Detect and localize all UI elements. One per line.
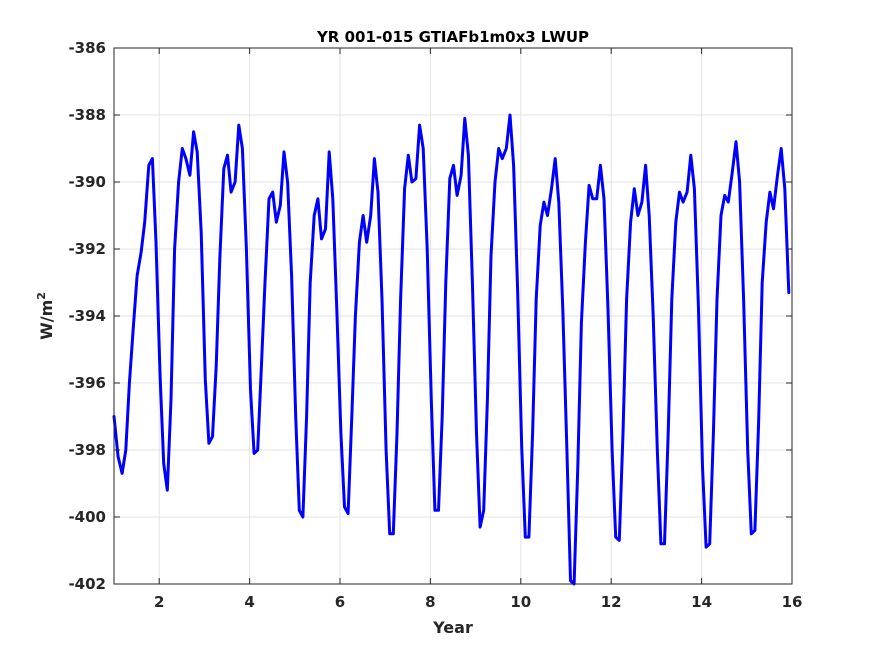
x-tick-label: 10 <box>510 593 531 611</box>
x-tick-label: 2 <box>154 593 164 611</box>
chart-title: YR 001-015 GTIAFb1m0x3 LWUP <box>316 28 589 46</box>
y-axis-title-base: W/m <box>37 300 56 340</box>
y-tick-label: -390 <box>68 173 106 191</box>
x-tick-label: 8 <box>425 593 435 611</box>
data-layer <box>112 113 791 586</box>
y-tick-label: -396 <box>68 374 106 392</box>
y-axis-title-superscript: 2 <box>35 292 48 300</box>
x-tick-label: 4 <box>244 593 254 611</box>
y-tick-label: -402 <box>68 575 106 593</box>
y-tick-label: -394 <box>68 307 106 325</box>
y-tick-label: -386 <box>68 39 106 57</box>
y-tick-label: -388 <box>68 106 106 124</box>
y-tick-label: -400 <box>68 508 106 526</box>
x-tick-label: 14 <box>691 593 712 611</box>
series-line <box>112 113 791 586</box>
y-tick-label: -398 <box>68 441 106 459</box>
y-tick-label: -392 <box>68 240 106 258</box>
axis-ticks: 2 4 6 8 10 12 14 16 -402 -400 -398 -396 -394 -392 -390… <box>68 39 802 611</box>
x-axis-title: Year <box>432 618 473 637</box>
x-tick-label: 16 <box>782 593 803 611</box>
x-tick-label: 6 <box>335 593 345 611</box>
y-axis-title: W/m2 <box>35 292 56 340</box>
x-tick-label: 12 <box>601 593 622 611</box>
